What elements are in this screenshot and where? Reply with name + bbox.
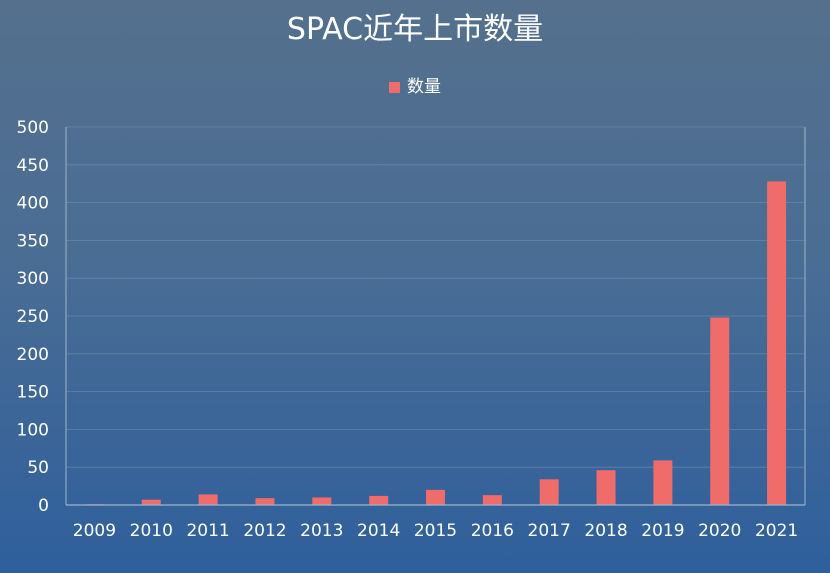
y-tick-label: 350 — [17, 231, 49, 251]
y-tick-label: 400 — [17, 194, 49, 214]
bar — [255, 498, 275, 505]
x-tick-label: 2010 — [130, 521, 173, 541]
grid-layer — [66, 126, 805, 468]
y-tick-label: 50 — [27, 458, 49, 478]
bar — [482, 495, 502, 505]
x-tick-label: 2013 — [300, 521, 343, 541]
x-tick-label: 2016 — [471, 521, 514, 541]
bar — [596, 470, 616, 505]
chart-title: SPAC近年上市数量 — [286, 12, 544, 47]
x-tick-label: 2011 — [186, 521, 229, 541]
bar — [710, 317, 730, 505]
bar — [198, 494, 218, 505]
bar — [767, 181, 787, 505]
x-tick-label: 2020 — [698, 521, 741, 541]
y-tick-label: 450 — [17, 156, 49, 176]
axis-layer — [65, 127, 806, 506]
y-tick-label: 300 — [17, 269, 49, 289]
y-tick-label: 100 — [17, 420, 49, 440]
y-tick-label: 0 — [38, 496, 49, 516]
x-tick-label: 2018 — [584, 521, 627, 541]
x-tick-label: 2021 — [755, 521, 798, 541]
x-tick-label: 2017 — [528, 521, 571, 541]
bar — [369, 495, 389, 505]
x-tick-label: 2012 — [243, 521, 286, 541]
legend: 数量 — [0, 76, 830, 98]
bar-layer — [84, 181, 787, 505]
bar — [141, 499, 161, 505]
legend-swatch — [389, 81, 400, 93]
legend-label: 数量 — [407, 77, 441, 97]
x-tick-label: 2009 — [73, 521, 116, 541]
y-tick-label: 150 — [17, 383, 49, 403]
bar — [539, 479, 559, 505]
label-layer: 0 50 100 150 200 250 300 350 400 450 500 2009 2010 20… — [17, 118, 799, 541]
bar — [653, 460, 673, 505]
x-tick-label: 2019 — [641, 521, 684, 541]
y-tick-label: 200 — [17, 345, 49, 365]
bar — [426, 489, 445, 505]
x-tick-label: 2014 — [357, 521, 400, 541]
y-tick-label: 500 — [17, 118, 49, 138]
y-tick-label: 250 — [17, 307, 49, 327]
x-tick-label: 2015 — [414, 521, 457, 541]
bar — [312, 497, 332, 505]
